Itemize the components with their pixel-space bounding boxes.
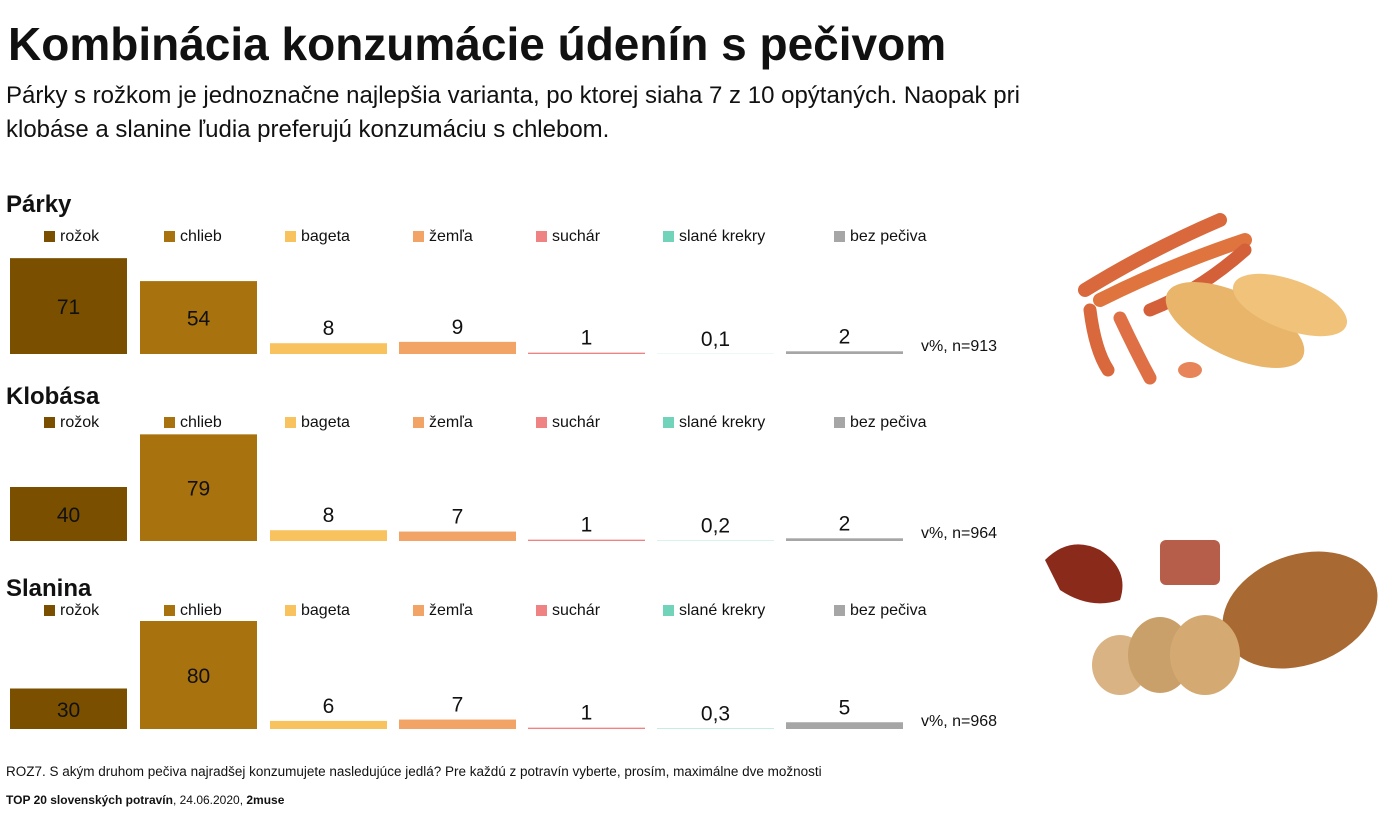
legend-label: rožok	[60, 414, 100, 431]
legend-swatch	[285, 231, 296, 242]
value-label: 2	[839, 512, 851, 535]
value-label: 8	[323, 317, 335, 340]
source-name: TOP 20 slovenských potravín	[6, 793, 173, 807]
subtitle: Párky s rožkom je jednoznačne najlepšia …	[6, 82, 1020, 109]
legend-swatch	[413, 231, 424, 242]
bar	[786, 722, 903, 729]
legend-label: žemľa	[429, 228, 473, 245]
legend-label: bageta	[301, 414, 350, 431]
legend-swatch	[834, 231, 845, 242]
panel-title: Klobása	[6, 383, 100, 410]
value-label: 0,3	[701, 703, 730, 726]
value-label: 7	[452, 506, 464, 529]
legend-swatch	[164, 231, 175, 242]
legend-label: žemľa	[429, 414, 473, 431]
legend-label: žemľa	[429, 602, 473, 619]
legend-label: chlieb	[180, 602, 222, 619]
legend-label: bageta	[301, 602, 350, 619]
legend-swatch	[44, 231, 55, 242]
value-label: 9	[452, 316, 464, 339]
legend-swatch	[663, 231, 674, 242]
bar	[528, 352, 645, 354]
legend-swatch	[164, 417, 175, 428]
value-label: 40	[57, 504, 80, 527]
note: v%, n=913	[921, 338, 997, 355]
bar	[140, 621, 257, 729]
value-label: 30	[57, 699, 80, 722]
value-label: 54	[187, 308, 211, 331]
value-label: 6	[323, 695, 335, 718]
legend-swatch	[663, 605, 674, 616]
legend-swatch	[285, 605, 296, 616]
legend-label: rožok	[60, 602, 100, 619]
legend-swatch	[834, 605, 845, 616]
bar	[140, 434, 257, 541]
bar	[399, 341, 516, 354]
legend-label: suchár	[552, 602, 601, 619]
bar	[10, 688, 127, 729]
note: v%, n=964	[921, 525, 997, 542]
source-author: 2muse	[246, 793, 284, 807]
value-label: 1	[581, 702, 593, 725]
value-label: 1	[581, 327, 593, 350]
value-label: 0,1	[701, 328, 730, 351]
legend-swatch	[44, 605, 55, 616]
legend-label: bez pečiva	[850, 602, 927, 619]
legend-swatch	[285, 417, 296, 428]
legend-label: suchár	[552, 228, 601, 245]
source: TOP 20 slovenských potravín, 24.06.2020,…	[6, 793, 285, 807]
legend-label: bez pečiva	[850, 228, 927, 245]
legend-swatch	[164, 605, 175, 616]
value-label: 79	[187, 478, 210, 501]
legend-swatch	[834, 417, 845, 428]
legend-swatch	[536, 417, 547, 428]
subtitle: klobáse a slanine ľudia preferujú konzum…	[6, 116, 609, 143]
sausage-illustration	[1078, 213, 1348, 385]
bar	[399, 531, 516, 541]
bar	[786, 351, 903, 354]
legend-label: chlieb	[180, 228, 222, 245]
note: v%, n=968	[921, 713, 997, 730]
legend-label: bageta	[301, 228, 350, 245]
value-label: 1	[581, 514, 593, 537]
legend-label: rožok	[60, 228, 100, 245]
panel-title: Slanina	[6, 575, 92, 602]
legend-label: slané krekry	[679, 228, 765, 245]
bread-illustration	[1045, 540, 1378, 695]
legend-label: slané krekry	[679, 414, 765, 431]
value-label: 2	[839, 325, 851, 348]
value-label: 7	[452, 694, 464, 717]
bar	[528, 727, 645, 729]
bar	[399, 719, 516, 729]
footnote: ROZ7. S akým druhom pečiva najradšej kon…	[6, 764, 822, 779]
source-date: , 24.06.2020,	[173, 793, 246, 807]
bar	[786, 538, 903, 541]
value-label: 80	[187, 665, 210, 688]
value-label: 0,2	[701, 515, 730, 538]
legend-label: bez pečiva	[850, 414, 927, 431]
bar	[270, 343, 387, 354]
legend-swatch	[413, 417, 424, 428]
bar	[10, 258, 127, 354]
legend-swatch	[44, 417, 55, 428]
legend-swatch	[663, 417, 674, 428]
legend-swatch	[413, 605, 424, 616]
value-label: 8	[323, 504, 335, 527]
title: Kombinácia konzumácie údenín s pečivom	[8, 18, 946, 70]
value-label: 5	[839, 696, 851, 719]
bar	[10, 487, 127, 541]
bar	[270, 720, 387, 729]
legend-swatch	[536, 605, 547, 616]
legend-label: slané krekry	[679, 602, 765, 619]
bar	[270, 530, 387, 541]
legend-label: suchár	[552, 414, 601, 431]
legend-swatch	[536, 231, 547, 242]
value-label: 71	[57, 296, 80, 319]
legend-label: chlieb	[180, 414, 222, 431]
bar	[140, 281, 257, 354]
bar	[528, 539, 645, 541]
panel-title: Párky	[6, 191, 72, 218]
